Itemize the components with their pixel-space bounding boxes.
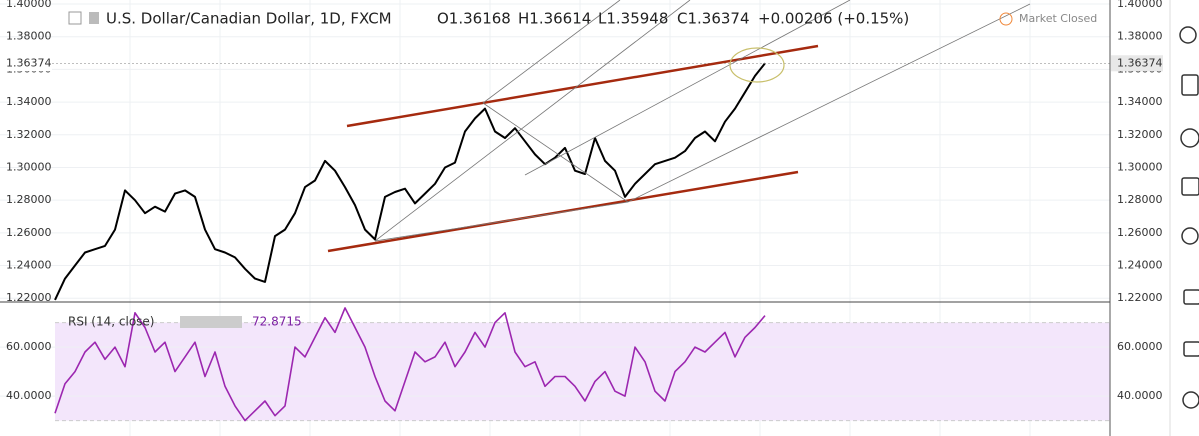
last-price-tag-left — [0, 55, 52, 72]
close-value: C1.36374 — [677, 10, 750, 28]
y-tick-label: 1.38000 — [1117, 30, 1163, 43]
y-tick-label-left: 1.34000 — [6, 95, 52, 108]
y-tick-label: 1.34000 — [1117, 95, 1163, 108]
y-tick-label-left: 60.0000 — [6, 340, 52, 353]
change-value: +0.00206 (+0.15%) — [758, 10, 909, 28]
series-line — [54, 62, 766, 301]
y-tick-label: 60.0000 — [1117, 340, 1163, 353]
y-tick-label: 1.40000 — [1117, 0, 1163, 10]
toolbar[interactable] — [1168, 0, 1199, 436]
symbol-title[interactable]: U.S. Dollar/Canadian Dollar, 1D, FXCM — [106, 10, 392, 28]
open-value: O1.36168 — [437, 10, 511, 28]
legend-icons[interactable] — [68, 11, 99, 25]
y-tick-label-left: 1.30000 — [6, 160, 52, 173]
series-line — [54, 307, 766, 422]
status-icon — [999, 12, 1013, 26]
last-price-label: 1.36374 — [1117, 56, 1163, 69]
low-value: L1.35948 — [598, 10, 668, 28]
last-price-tag — [1111, 55, 1163, 72]
y-tick-label: 1.22000 — [1117, 291, 1163, 304]
high-value: H1.36614 — [518, 10, 591, 28]
y-tick-label-left: 40.0000 — [6, 389, 52, 402]
market-status: Market Closed — [1019, 12, 1097, 25]
y-tick-label: 1.24000 — [1117, 259, 1163, 272]
rsi-value: 72.8715 — [252, 315, 302, 329]
y-tick-label: 1.32000 — [1117, 128, 1163, 141]
price-axis — [1110, 0, 1165, 436]
y-tick-label-left: 1.26000 — [6, 226, 52, 239]
y-tick-label: 1.26000 — [1117, 226, 1163, 239]
last-price-label-left: 1.36374 — [6, 56, 52, 69]
y-tick-label: 40.0000 — [1117, 389, 1163, 402]
y-tick-label: 1.30000 — [1117, 160, 1163, 173]
y-tick-label: 1.28000 — [1117, 193, 1163, 206]
y-tick-label-left: 1.22000 — [6, 291, 52, 304]
rsi-band — [55, 322, 1110, 421]
drawings — [327, 0, 1031, 253]
y-tick-label-left: 1.40000 — [6, 0, 52, 10]
y-tick-label-left: 1.24000 — [6, 259, 52, 272]
y-tick-label-left: 1.38000 — [6, 30, 52, 43]
y-tick-label-left: 1.32000 — [6, 128, 52, 141]
indicator-icons[interactable] — [180, 316, 242, 328]
rsi-title: RSI (14, close) — [68, 315, 154, 329]
toolbar-icons[interactable] — [1179, 26, 1199, 409]
y-tick-label-left: 1.28000 — [6, 193, 52, 206]
